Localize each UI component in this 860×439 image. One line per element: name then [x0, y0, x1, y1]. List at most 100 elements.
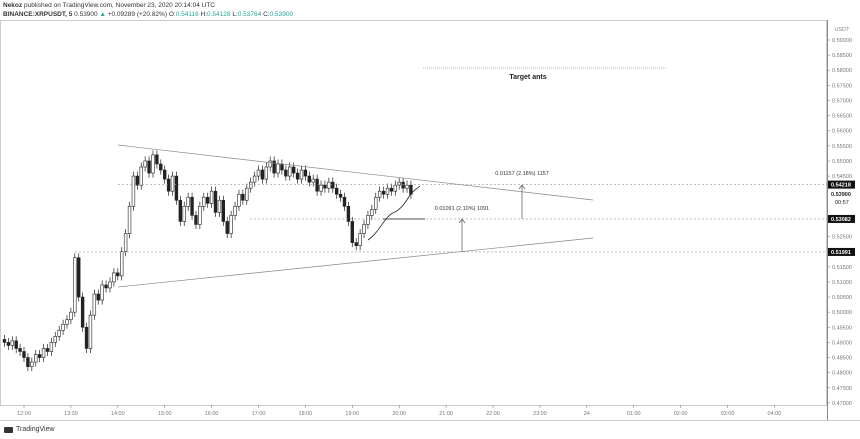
candle	[295, 168, 300, 184]
candle	[123, 229, 128, 257]
candle	[37, 349, 42, 363]
price-label: 0.53900	[831, 192, 851, 198]
candle	[30, 357, 34, 372]
candle-body	[178, 199, 183, 222]
candle-body	[139, 166, 143, 186]
candle-body	[362, 224, 366, 234]
candle-body	[272, 160, 276, 174]
x-tick-label: 13:00	[64, 411, 78, 417]
y-tick-label: 0.56000	[832, 129, 852, 135]
candle	[170, 171, 175, 196]
candle	[299, 165, 304, 184]
price-label-box	[828, 247, 855, 256]
candle-body	[252, 175, 257, 183]
candle-body	[268, 160, 272, 168]
candle-body	[143, 160, 147, 168]
y-tick-label: 0.59000	[832, 38, 852, 44]
candle	[260, 165, 265, 184]
candle-body	[401, 181, 405, 189]
candle	[225, 216, 229, 239]
candle	[6, 337, 11, 350]
candle	[18, 343, 22, 357]
candle	[370, 204, 374, 220]
candle-body	[88, 314, 93, 349]
candle	[120, 247, 124, 281]
candle	[319, 180, 323, 196]
candle	[311, 174, 315, 187]
candle	[84, 322, 89, 353]
plot-border	[0, 20, 827, 406]
candle-body	[34, 354, 38, 363]
candle	[233, 201, 237, 220]
candle-body	[334, 187, 339, 195]
candle	[61, 319, 65, 335]
candle	[22, 346, 26, 363]
candle-body	[393, 184, 397, 192]
x-tick-label: 14:00	[111, 411, 125, 417]
y-tick-label: 0.48000	[832, 371, 852, 377]
candle-body	[389, 187, 394, 192]
drawings: Target ants 0.01157 (2.18%) 1157 0.01091 (…	[75, 67, 827, 288]
candle-body	[225, 221, 229, 234]
candle	[327, 177, 331, 193]
candle-body	[61, 323, 65, 331]
time-axis[interactable]: 12:00 13:00 14:00 15:00 16:00 17:00 18:00 19:00…	[0, 405, 860, 421]
publisher[interactable]: Nekoz	[3, 2, 23, 9]
candle-body	[331, 181, 335, 189]
candle	[112, 268, 116, 287]
c-label: C:	[263, 11, 270, 18]
candle	[307, 171, 312, 187]
candle	[190, 192, 194, 220]
candle	[288, 162, 292, 181]
candle-body	[6, 342, 11, 346]
x-tick-label: 19:00	[345, 411, 359, 417]
publish-text: published on TradingView.com, November 2…	[23, 2, 215, 9]
currency-label: USDT	[835, 27, 851, 33]
candle-body	[358, 233, 362, 246]
candle-body	[202, 196, 206, 207]
publish-info: Nekoz published on TradingView.com, Nove…	[3, 2, 215, 9]
candle-body	[96, 293, 100, 301]
price-chart[interactable]: Target ants 0.01157 (2.18%) 1157 0.01091 (…	[0, 0, 860, 425]
candle	[202, 192, 206, 211]
up-arrow-icon: ▲	[99, 11, 106, 18]
change: +0.09289 (+20.82%)	[107, 11, 167, 18]
candle	[256, 165, 261, 181]
candle-body	[327, 181, 331, 189]
trendline-lower	[117, 237, 594, 288]
candle-body	[237, 193, 241, 207]
y-tick-label: 0.47000	[832, 401, 852, 407]
measure-label-2: 0.01091 (2.10%) 1091	[435, 206, 489, 212]
candle-body	[221, 199, 226, 222]
y-tick-label: 0.55500	[832, 144, 852, 150]
candle	[217, 195, 222, 217]
y-tick-label: 0.55000	[832, 159, 852, 165]
y-tick-label: 0.57000	[832, 98, 852, 104]
y-tick-label: 0.49000	[832, 340, 852, 346]
x-tick-label: 22:00	[486, 411, 500, 417]
candle	[209, 186, 214, 208]
price-axis[interactable]: USDT 0.59000 0.58500 0.58000 0.57500 0.57000 0…	[827, 27, 855, 407]
candle-body	[26, 357, 30, 367]
price-label: 0.53082	[831, 217, 851, 223]
candle-body	[108, 281, 112, 289]
candle	[401, 177, 405, 193]
y-tick-label: 0.48500	[832, 356, 852, 362]
candle	[221, 195, 226, 226]
target-label: Target ants	[509, 74, 546, 81]
candle	[245, 183, 249, 205]
x-tick-label: 02:00	[674, 411, 688, 417]
candle	[354, 238, 358, 251]
y-tick-label: 0.50000	[832, 310, 852, 316]
candle-body	[346, 206, 351, 222]
candle-body	[385, 187, 390, 195]
candle-body	[84, 326, 89, 349]
candle	[284, 165, 288, 181]
y-tick-label: 0.56500	[832, 114, 852, 120]
candle-body	[213, 190, 218, 213]
candle-body	[295, 172, 300, 180]
y-tick-label: 0.51500	[832, 265, 852, 271]
candle-body	[116, 272, 120, 277]
candle-body	[41, 348, 46, 358]
candle	[41, 343, 46, 363]
